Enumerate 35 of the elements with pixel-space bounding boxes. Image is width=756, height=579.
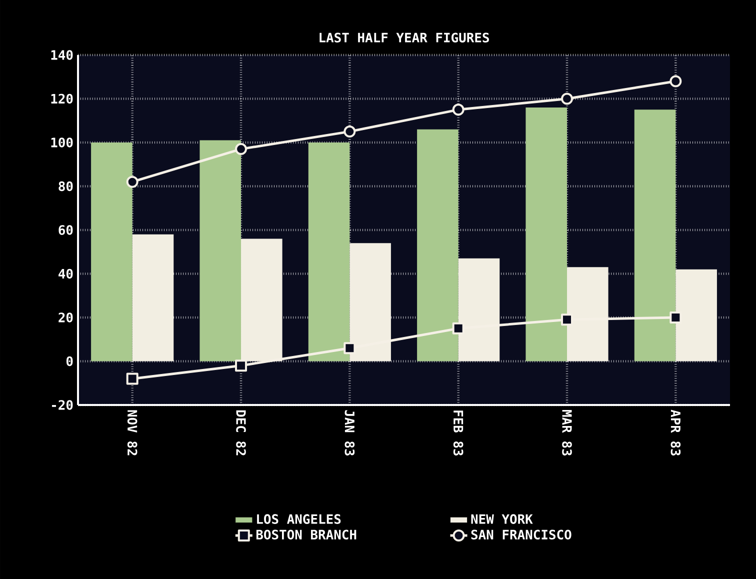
y-tick-label: 40	[58, 268, 73, 279]
legend-label: SAN FRANCISCO	[471, 530, 572, 540]
point	[452, 104, 464, 116]
x-tick-label: FEB 83	[453, 410, 464, 456]
y-tick-label: 100	[51, 138, 73, 148]
point	[126, 372, 138, 385]
y-tick-label: 120	[51, 94, 73, 104]
bar	[526, 107, 568, 362]
x-tick-label: DEC 82	[236, 410, 246, 456]
point	[235, 360, 248, 372]
legend-label: LOS ANGELES	[257, 514, 341, 524]
bar	[417, 129, 458, 362]
x-tick-label: APR 83	[670, 410, 681, 456]
legend-label: BOSTON BRANCH	[256, 530, 356, 540]
y-tick-label: 20	[58, 312, 73, 322]
y-tick-label: 60	[58, 225, 73, 235]
bar	[200, 140, 242, 362]
bar	[132, 234, 174, 362]
point	[670, 75, 682, 88]
point	[344, 126, 356, 138]
x-tick-label: JAN 83	[344, 410, 355, 456]
x-tick-label: MAR 83	[562, 410, 572, 456]
y-tick-label: 140	[51, 50, 73, 60]
point	[126, 176, 138, 188]
bar	[91, 142, 132, 362]
y-tick-label: 80	[58, 181, 73, 192]
y-tick-label: 0	[66, 356, 73, 366]
x-tick-label: NOV 82	[127, 410, 138, 456]
point	[235, 143, 248, 156]
point	[561, 92, 574, 105]
chart-title: LAST HALF YEAR FIGURES	[320, 32, 489, 42]
bar	[308, 142, 350, 362]
bar	[634, 110, 676, 362]
y-tick-label: -20	[52, 400, 73, 410]
legend-label: NEW YORK	[471, 514, 533, 524]
